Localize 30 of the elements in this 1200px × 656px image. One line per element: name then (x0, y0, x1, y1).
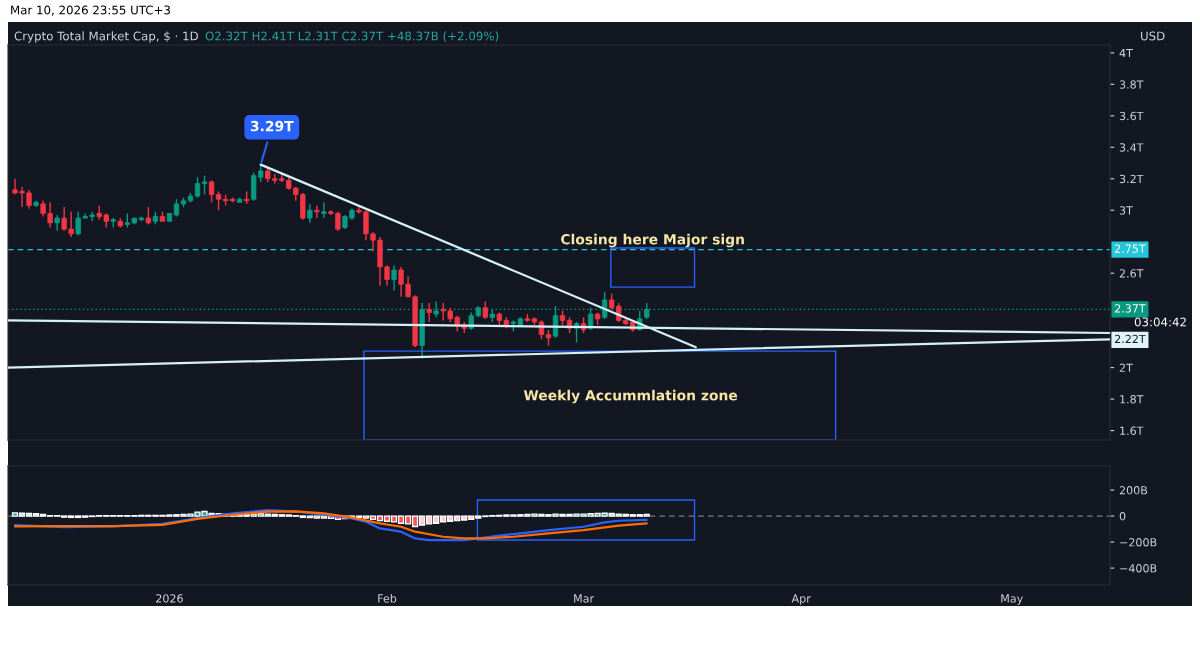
annotation: 2.22T (1114, 334, 1146, 343)
y-tick-label: 3.8T (1119, 80, 1144, 89)
y-tick-label: 200B (1119, 486, 1148, 495)
y-tick-label: 1.6T (1120, 426, 1144, 435)
y-tick-label: 4T (1119, 48, 1133, 58)
x-tick-label: Apr (791, 594, 811, 605)
x-tick-label: 2026 (156, 594, 183, 603)
x-tick-label: Feb (378, 594, 397, 603)
y-tick-label: 3T (1119, 206, 1133, 215)
y-tick-label: 3.2T (1119, 174, 1144, 184)
ref-line-label: 2.75T (1114, 244, 1146, 253)
y-tick-label: −200B (1120, 538, 1157, 547)
y-tick-label: −400B (1120, 564, 1157, 573)
chart-title: Crypto Total Market Cap, $ · 1D (14, 31, 198, 43)
y-tick-label: 2.6T (1119, 269, 1144, 278)
ref-line-label: 2.37T (1114, 304, 1146, 313)
y-tick-label: 2T (1119, 363, 1133, 372)
y-tick-label: 3.6T (1119, 111, 1144, 121)
annotation: Closing here Major sign (561, 233, 744, 248)
annotation: Weekly Accummlation zone (523, 389, 738, 404)
chart-subtitle: O2.32T H2.41T L2.31T C2.37T +48.37B (+2.09%) (205, 31, 499, 42)
y-tick-label: 0 (1119, 512, 1126, 521)
x-tick-label: May (1001, 594, 1023, 605)
annotation: 3.29T (250, 120, 294, 132)
text: USD (1141, 31, 1165, 41)
text: 03:04:42 (1134, 317, 1186, 327)
y-tick-label: 3.4T (1119, 143, 1144, 152)
x-tick-label: Mar (574, 594, 595, 603)
y-tick-label: 1.8T (1120, 395, 1144, 404)
text: Mar 10, 2026 23:55 UTC+3 (11, 5, 170, 16)
